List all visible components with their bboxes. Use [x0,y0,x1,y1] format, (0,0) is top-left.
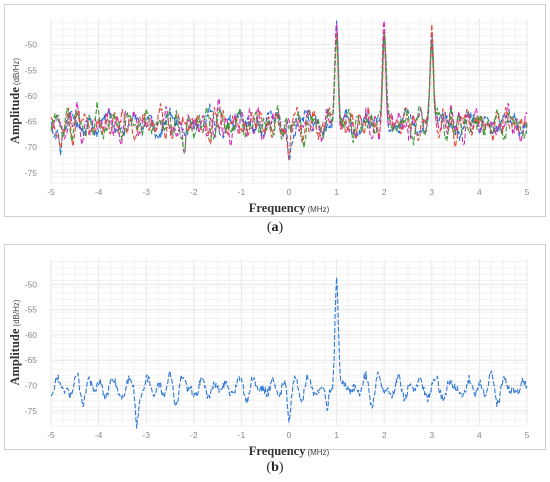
x-tick-label: 0 [287,430,292,440]
x-tick-label: 4 [477,187,482,197]
y-axis-ticks-b: -50 -55 -60 -65 -70 -75 [25,279,38,416]
x-tick-label: -5 [47,430,55,440]
x-tick-label: -2 [190,187,198,197]
x-axis-ticks-b: -5 -4 -3 -2 -1 0 1 2 3 4 5 [47,430,529,440]
spectrum-chart-b: -5 -4 -3 -2 -1 0 1 2 3 4 5 -50 -55 -60 -65 -70 -75 Freque… [8,259,530,458]
x-axis-title-text: Frequency [249,201,306,215]
y-axis-title: Amplitude (dB/Hz) [8,58,22,144]
chart-frame-a: -5 -4 -3 -2 -1 0 1 2 3 4 5 -50 -55 -60 -65 -70 -75 Freque… [4,4,546,217]
x-tick-label: 1 [334,187,339,197]
y-tick-label: -60 [25,91,38,101]
x-tick-label: 2 [382,187,387,197]
x-axis-ticks-a: -5 -4 -3 -2 -1 0 1 2 3 4 5 [47,187,529,197]
x-tick-label: 3 [429,430,434,440]
x-tick-label: -1 [238,430,246,440]
y-tick-label: -75 [25,168,38,178]
x-axis-unit: (MHz) [307,205,329,214]
x-axis-title: Frequency (MHz) [249,201,330,215]
x-tick-label: -5 [47,187,55,197]
series-group-a [50,20,528,162]
x-tick-label: 5 [525,187,530,197]
caption-b-label: b [271,460,279,475]
x-tick-label: -4 [95,187,103,197]
chart-panel-b: -5 -4 -3 -2 -1 0 1 2 3 4 5 -50 -55 -60 -65 -70 -75 Freque… [0,240,550,482]
series-line [50,20,528,162]
y-tick-label: -70 [25,142,38,152]
x-tick-label: -1 [238,187,246,197]
y-tick-label: -75 [25,406,38,416]
x-axis-title: Frequency (MHz) [249,444,330,458]
y-tick-label: -55 [25,305,38,315]
y-axis-title: Amplitude (dB/Hz) [8,299,22,385]
x-tick-label: -3 [142,187,150,197]
x-axis-unit: (MHz) [307,448,329,457]
caption-a-label: a [271,220,279,235]
x-tick-label: 4 [477,430,482,440]
y-axis-title-text: Amplitude [8,87,22,144]
x-tick-label: 0 [287,187,292,197]
y-tick-label: -50 [25,279,38,289]
y-tick-label: -70 [25,381,38,391]
series-group-b [50,276,528,429]
x-tick-label: -4 [95,430,103,440]
y-axis-unit: (dB/Hz) [12,299,21,326]
x-tick-label: 2 [382,430,387,440]
grid-b [50,259,528,427]
caption-a: (a) [266,220,284,235]
x-tick-label: -2 [190,430,198,440]
series-line [50,20,528,154]
y-tick-label: -55 [25,65,38,75]
y-tick-label: -50 [25,40,38,50]
x-tick-label: 1 [334,430,339,440]
x-tick-label: 3 [429,187,434,197]
series-line [50,276,528,429]
series-line [50,34,528,153]
y-axis-unit: (dB/Hz) [12,58,21,85]
x-tick-label: -3 [142,430,150,440]
y-tick-label: -60 [25,330,38,340]
spectrum-chart-a: -5 -4 -3 -2 -1 0 1 2 3 4 5 -50 -55 -60 -65 -70 -75 Freque… [8,19,530,215]
y-axis-title-text: Amplitude [8,328,22,385]
y-tick-label: -65 [25,117,38,127]
y-axis-ticks-a: -50 -55 -60 -65 -70 -75 [25,40,38,178]
x-axis-title-text: Frequency [249,444,306,458]
caption-b: (b) [266,460,284,475]
y-tick-label: -65 [25,355,38,365]
x-tick-label: 5 [525,430,530,440]
chart-frame-b: -5 -4 -3 -2 -1 0 1 2 3 4 5 -50 -55 -60 -65 -70 -75 Freque… [4,244,546,458]
chart-panel-a: -5 -4 -3 -2 -1 0 1 2 3 4 5 -50 -55 -60 -65 -70 -75 Freque… [0,0,550,238]
